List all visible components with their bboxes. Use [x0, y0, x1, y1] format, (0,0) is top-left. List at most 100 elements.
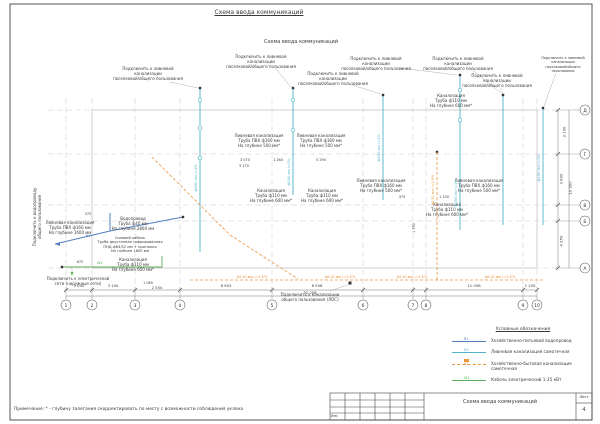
domestic-sewer-lines — [151, 152, 543, 281]
grid-row-bubble — [579, 215, 591, 227]
legend-item-domestic-sewer: К1 Хозяйственно-бытовая канализация само… — [452, 359, 594, 372]
legend-title: Условные обозначения — [495, 327, 551, 332]
sheet-frame — [9, 3, 593, 421]
drawing-label: Ливневая канализация Труба ПВХ ф160 мм Н… — [454, 178, 504, 193]
grid-column-label: 4 — [179, 303, 182, 309]
grid-row-label: В — [583, 203, 586, 209]
grid-column-bubble — [129, 299, 141, 311]
drawing-label: Ливневая канализация Труба ПВХ ф160 мм Н… — [296, 133, 346, 148]
grid-row-label: А — [583, 266, 587, 272]
drawing-label: ф110 мм i=1.5% — [396, 275, 428, 279]
electric-cable-line — [60, 256, 163, 276]
title-block-title: Схема ввода коммуникаций — [462, 399, 538, 405]
drawing-label: Подключить к канализации общего пользова… — [280, 292, 340, 302]
drawing-label: Водопровод Труба ф40 мм На глубине 2800 … — [111, 216, 155, 231]
drawing-label: ф160 мм i=1% — [193, 164, 198, 192]
drawing-label: Подключить к ливневой канализации поселк… — [113, 66, 183, 81]
note-text: Примечание: * - глубину залегания скорре… — [14, 407, 244, 412]
drawing-label: 32 258 — [303, 290, 317, 295]
drawing-label: Канализация Труба ф110 мм На глубине 600… — [249, 188, 293, 203]
drawing-label: 6 903 — [220, 283, 232, 288]
grid-row-bubble — [579, 148, 591, 160]
drawing-label: 5 270 — [239, 164, 249, 168]
drawing-label: ф110 мм i=1.5% — [324, 275, 356, 279]
grid-column-label: 7 — [412, 303, 415, 309]
drawing-label: Подключить к ливневой канализации поселк… — [341, 56, 411, 71]
grid-row-bubble — [579, 104, 591, 116]
drawing-label: 375 — [84, 212, 92, 216]
legend-item-label: Хозяйственно-бытовая канализация самотеч… — [491, 360, 572, 371]
title-block-sheet-number: 4 — [582, 407, 586, 413]
building-outline — [91, 109, 538, 269]
legend-item-label: Кабель электрический 1-35 кВт — [491, 377, 562, 382]
grid-column-bubble — [420, 299, 432, 311]
drawing-label: Ливневая канализация Труба ПВХ ф160 мм Н… — [45, 220, 95, 235]
drawing-label: Подключить к водопроводу общего пользова… — [32, 187, 42, 247]
drawing-label: 1 100 — [524, 283, 536, 288]
drawing-title: Схема ввода коммуникаций — [263, 39, 339, 45]
drawing-label: 4 250 — [558, 235, 564, 247]
drawing-label: 2 550 — [151, 285, 163, 290]
title-block-izm-label: Изм — [331, 414, 338, 418]
grid-column-label: 8 — [425, 303, 428, 309]
storm-sewer-lines — [197, 75, 544, 252]
drawing-label: W1 — [96, 260, 104, 265]
leader-lines — [169, 67, 557, 292]
grid-column-label: 1 — [65, 303, 68, 309]
water-line-symbol: В1 — [452, 337, 486, 342]
grid-row-bubble — [579, 199, 591, 211]
drawing-label: 375 — [398, 195, 406, 199]
drawing-label: Подключить к ливневой канализации поселк… — [226, 54, 296, 69]
legend-item-cable: W1 Кабель электрический 1-35 кВт — [452, 376, 594, 382]
cable-line-symbol: W1 — [452, 376, 486, 381]
grid-column-bubble — [357, 299, 369, 311]
dimension-lines — [66, 110, 570, 297]
drawing-label: В1 — [85, 233, 91, 238]
grid-column-bubble — [86, 299, 98, 311]
legend-item-label: Ливневая канализация самотечная — [491, 349, 570, 355]
grid-column-bubble — [407, 299, 419, 311]
drawing-label: 5 290 — [316, 158, 326, 162]
drawing-label: 3 070 — [240, 158, 250, 162]
drawing-label: 3 600 — [558, 173, 564, 185]
drawing-label: 3 100 — [107, 283, 119, 288]
drawing-label: ф110 мм i=1.5% — [430, 174, 435, 206]
drawing-label: 10 950 — [567, 181, 573, 195]
drawing-label: ф160 мм i=1% — [376, 134, 381, 162]
drawing-label: Ливневая канализация Труба ПВХ ф160 мм Н… — [234, 133, 284, 148]
drawing-label: 1 060 — [143, 281, 153, 285]
grid-column-bubble — [174, 299, 186, 311]
grid-column-bubble — [266, 299, 278, 311]
drawing-label: 3 100 — [561, 126, 567, 138]
drawing-label: 1 000 — [73, 283, 85, 288]
drawing-label: ф160 мм i=1% — [453, 179, 458, 207]
drawing-label: ф160 мм i=1% — [286, 158, 291, 186]
grid-column-label: 6 — [362, 303, 365, 309]
legend: Условные обозначения В1 Хозяйственно-пит… — [452, 327, 594, 382]
storm-sewer-line-symbol: К2 — [452, 348, 486, 354]
grid-row-bubble — [579, 262, 591, 274]
grid-row-label: Д — [583, 108, 587, 114]
drawing-label: Канализация Труба ф110 мм На глубине 600… — [300, 188, 344, 203]
drawing-label: Подключить к ливневой канализации поселк… — [541, 56, 585, 73]
drawing-label: Силовой кабель Труба двустенная гофриров… — [97, 236, 163, 254]
title-block-frame — [329, 392, 593, 421]
grid-column-bubble — [531, 299, 543, 311]
drawing-label: 675 — [76, 260, 84, 264]
grid-column-label: 2 — [91, 303, 94, 309]
drawing-label: 1 790 — [411, 223, 416, 233]
grid-column-label: 5 — [271, 303, 274, 309]
grid-row-label: Б — [583, 219, 586, 225]
grid-column-label: 10 — [534, 303, 540, 309]
drawing-label: Ливневая канализация Труба ПВХ ф160 мм Н… — [356, 178, 406, 193]
drawing-label: Подключить к электрической сети (наружны… — [46, 276, 110, 286]
grid-column-label: 3 — [134, 303, 137, 309]
drawing-label: Канализация Труба ф110 мм На глубине 600… — [111, 257, 155, 272]
legend-item-label: Хозяйственно-питьевой водопровод — [491, 338, 572, 343]
grid-column-bubble — [517, 299, 529, 311]
title-block-sheet-label: Лист — [579, 394, 589, 399]
grid-column-label: 9 — [522, 303, 525, 309]
drawing-label: Подключить к ливневой канализации поселк… — [462, 73, 532, 88]
